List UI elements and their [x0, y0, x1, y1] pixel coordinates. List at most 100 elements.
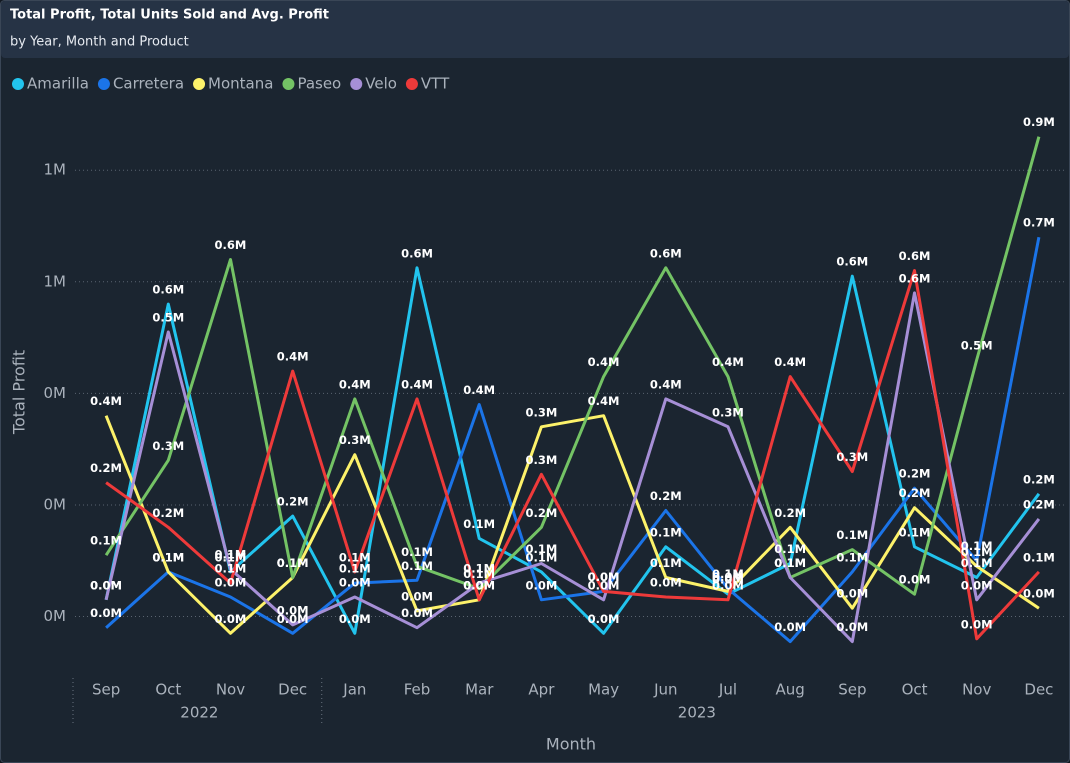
data-label: 0.3M: [339, 433, 371, 447]
data-label: 0.1M: [525, 550, 557, 564]
data-label: 0.1M: [152, 550, 184, 564]
data-label: 0.0M: [588, 578, 620, 592]
x-group-label: 2023: [678, 704, 716, 722]
x-tick-label: Apr: [528, 681, 555, 699]
data-label: 0.0M: [339, 612, 371, 626]
data-label: 0.4M: [401, 377, 433, 391]
data-label: 0.2M: [650, 489, 682, 503]
series-line: [105, 236, 1041, 644]
data-label: 0.1M: [215, 548, 247, 562]
data-label: 0.0M: [525, 578, 557, 592]
legend-swatch: [350, 78, 363, 90]
legend-swatch: [193, 78, 206, 90]
x-tick-label: Oct: [155, 681, 181, 699]
y-tick-label: 0M: [44, 384, 67, 402]
data-label: 0.3M: [152, 439, 184, 453]
data-label: 0.4M: [339, 377, 371, 391]
data-label: 0.0M: [90, 578, 122, 592]
data-label: 0.0M: [463, 578, 495, 592]
legend-label: Velo: [365, 75, 397, 93]
data-label: 0.1M: [215, 550, 247, 564]
x-tick-label: Jul: [718, 681, 737, 699]
data-label: 0.1M: [152, 550, 184, 564]
series-line: [104, 266, 1041, 635]
data-label: 0.4M: [90, 394, 122, 408]
data-label: 0.5M: [961, 338, 993, 352]
data-label: 0.1M: [774, 556, 806, 570]
series-line: [105, 269, 1040, 641]
legend-label: Montana: [208, 75, 273, 93]
data-label: 0.0M: [588, 612, 620, 626]
data-label: 0.4M: [463, 383, 495, 397]
data-label: 0.3M: [712, 405, 744, 419]
x-tick-label: Mar: [465, 681, 494, 699]
data-label: 0.1M: [774, 542, 806, 556]
data-label: 0.9M: [1023, 115, 1055, 129]
x-tick-label: Oct: [902, 681, 928, 699]
data-label: 0.0M: [774, 620, 806, 634]
data-label: 0.1M: [712, 567, 744, 581]
data-label: 0.1M: [463, 567, 495, 581]
data-label: 0.0M: [215, 576, 247, 590]
y-tick-label: 1M: [44, 272, 67, 290]
lines: [104, 136, 1041, 644]
data-label: 0.2M: [1023, 472, 1055, 486]
data-label: 0.1M: [401, 545, 433, 559]
data-label: 0.0M: [961, 578, 993, 592]
data-label: 0.1M: [277, 556, 309, 570]
data-label: 0.6M: [401, 246, 433, 260]
data-labels: 0.0M0.6M0.1M0.2M0.0M0.6M0.1M0.1M0.0M0.1M…: [90, 115, 1055, 634]
chart-title: Total Profit, Total Units Sold and Avg. …: [10, 8, 329, 23]
data-label: 0.1M: [961, 545, 993, 559]
legend-label: Amarilla: [27, 75, 89, 93]
x-tick-label: Jun: [653, 681, 677, 699]
data-label: 0.1M: [90, 534, 122, 548]
data-label: 0.2M: [277, 495, 309, 509]
data-label: 0.1M: [836, 550, 868, 564]
series-line: [104, 136, 1041, 596]
data-label: 0.1M: [899, 525, 931, 539]
data-label: 0.0M: [588, 570, 620, 584]
data-label: 0.6M: [899, 271, 931, 285]
data-label: 0.6M: [836, 255, 868, 269]
legend-label: Carretera: [113, 75, 184, 93]
data-label: 0.1M: [339, 550, 371, 564]
header-band: [1, 1, 1069, 58]
y-tick-label: 0M: [44, 495, 67, 513]
axes: 0M 0M 0M 1M 1M Sep Oct Nov Dec 2022 Jan Feb Mar Apr Ma…: [44, 161, 1053, 726]
data-label: 0.1M: [836, 528, 868, 542]
legend-label: Paseo: [297, 75, 341, 93]
x-tick-label: Sep: [838, 681, 866, 699]
data-label: 0.6M: [899, 249, 931, 263]
data-label: 0.2M: [152, 506, 184, 520]
series-line: [104, 414, 1040, 635]
data-label: 0.3M: [836, 450, 868, 464]
data-label: 0.1M: [277, 556, 309, 570]
x-tick-label: Dec: [278, 681, 307, 699]
data-label: 0.6M: [152, 283, 184, 297]
data-label: 0.0M: [463, 578, 495, 592]
data-label: 0.1M: [463, 562, 495, 576]
data-label: 0.0M: [588, 570, 620, 584]
data-label: 0.0M: [90, 606, 122, 620]
grid: [75, 169, 1065, 618]
series-line: [104, 291, 1041, 644]
data-label: 0.1M: [339, 562, 371, 576]
data-label: 0.0M: [1023, 587, 1055, 601]
data-label: 0.1M: [961, 539, 993, 553]
data-label: 0.0M: [277, 603, 309, 617]
legend-swatch: [12, 78, 24, 90]
data-label: 0.0M: [401, 589, 433, 603]
legend-swatch: [97, 78, 110, 90]
legend-swatch: [282, 78, 295, 90]
data-label: 0.2M: [774, 506, 806, 520]
data-label: 0.1M: [1023, 550, 1055, 564]
data-label: 0.0M: [215, 612, 247, 626]
data-label: 0.1M: [961, 556, 993, 570]
data-label: 0.4M: [588, 355, 620, 369]
data-label: 0.0M: [961, 617, 993, 631]
data-label: 0.1M: [525, 542, 557, 556]
data-label: 0.6M: [650, 246, 682, 260]
